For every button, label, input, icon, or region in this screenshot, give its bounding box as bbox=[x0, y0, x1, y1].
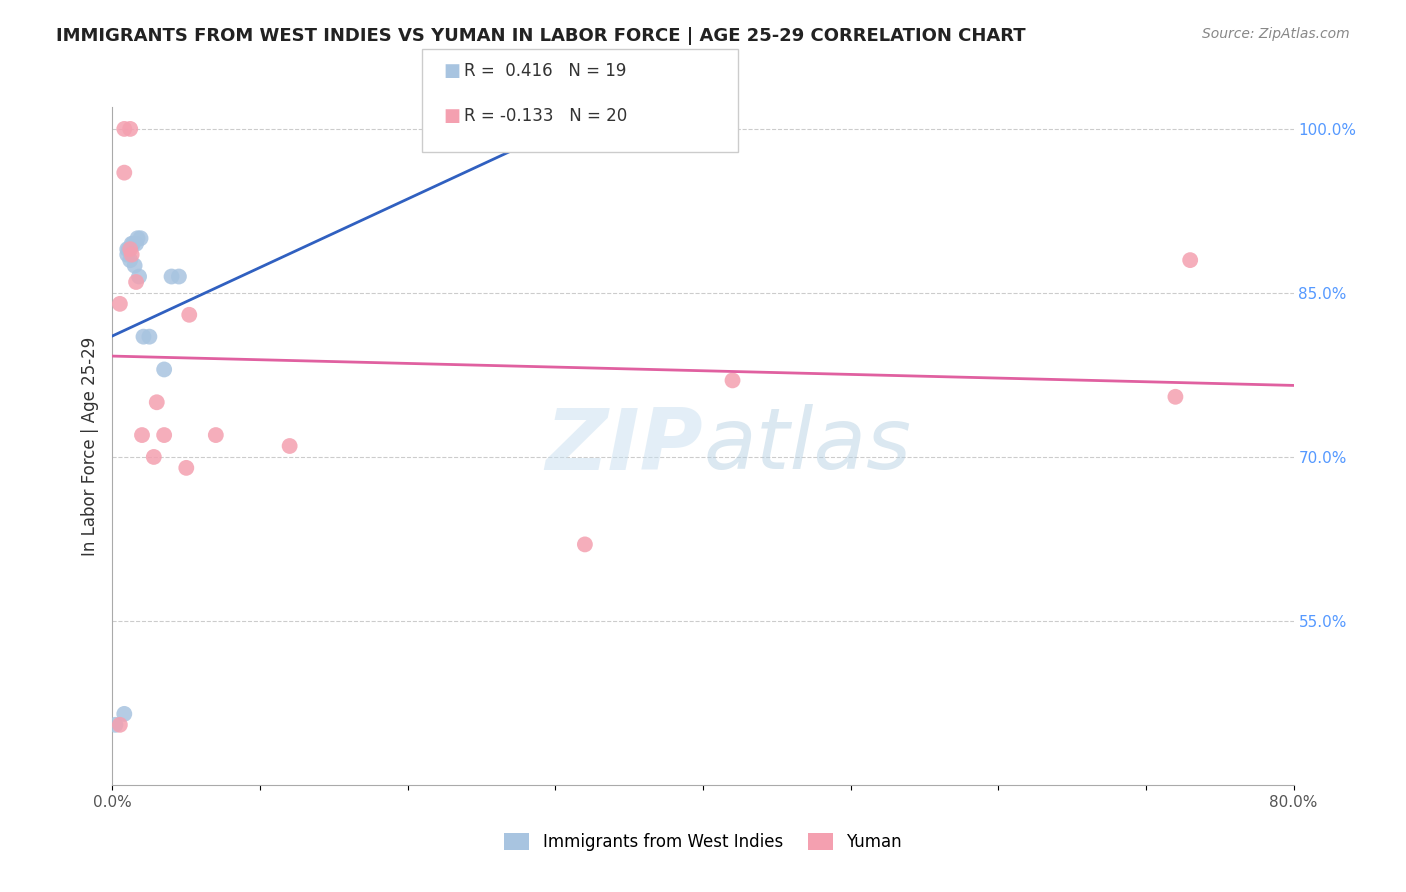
Point bbox=[179, 308, 201, 322]
Point bbox=[117, 247, 138, 261]
Point bbox=[174, 461, 197, 475]
Point bbox=[131, 428, 153, 442]
Point bbox=[132, 329, 155, 343]
Point bbox=[121, 247, 143, 261]
Text: ■: ■ bbox=[443, 107, 460, 126]
Legend: Immigrants from West Indies, Yuman: Immigrants from West Indies, Yuman bbox=[498, 827, 908, 858]
Point bbox=[160, 269, 183, 284]
Point bbox=[108, 297, 131, 311]
Point bbox=[1164, 390, 1187, 404]
Y-axis label: In Labor Force | Age 25-29: In Labor Force | Age 25-29 bbox=[80, 336, 98, 556]
Point bbox=[1178, 253, 1201, 268]
Point bbox=[120, 253, 142, 268]
Point bbox=[127, 231, 149, 245]
Point bbox=[121, 236, 143, 251]
Point bbox=[138, 329, 160, 343]
Text: IMMIGRANTS FROM WEST INDIES VS YUMAN IN LABOR FORCE | AGE 25-29 CORRELATION CHAR: IMMIGRANTS FROM WEST INDIES VS YUMAN IN … bbox=[56, 27, 1026, 45]
Point bbox=[120, 242, 142, 256]
Point bbox=[112, 122, 135, 136]
Point bbox=[721, 373, 744, 387]
Point bbox=[205, 428, 228, 442]
Point bbox=[117, 242, 138, 256]
Point bbox=[146, 395, 169, 409]
Point bbox=[112, 166, 135, 180]
Point bbox=[574, 537, 596, 551]
Point bbox=[120, 122, 142, 136]
Point bbox=[125, 236, 148, 251]
Point bbox=[122, 236, 145, 251]
Point bbox=[108, 718, 131, 732]
Point bbox=[124, 259, 146, 273]
Text: Source: ZipAtlas.com: Source: ZipAtlas.com bbox=[1202, 27, 1350, 41]
Point bbox=[153, 428, 176, 442]
Point bbox=[278, 439, 301, 453]
Point bbox=[167, 269, 190, 284]
Point bbox=[104, 718, 127, 732]
Text: ZIP: ZIP bbox=[546, 404, 703, 488]
Point bbox=[118, 242, 141, 256]
Point bbox=[128, 269, 150, 284]
Text: ■: ■ bbox=[443, 62, 460, 80]
Point bbox=[153, 362, 176, 376]
Point bbox=[125, 275, 148, 289]
Point bbox=[129, 231, 152, 245]
Point bbox=[142, 450, 165, 464]
Point bbox=[112, 706, 135, 721]
Text: R = -0.133   N = 20: R = -0.133 N = 20 bbox=[464, 107, 627, 126]
Text: atlas: atlas bbox=[703, 404, 911, 488]
Text: R =  0.416   N = 19: R = 0.416 N = 19 bbox=[464, 62, 626, 80]
Point bbox=[596, 122, 619, 136]
